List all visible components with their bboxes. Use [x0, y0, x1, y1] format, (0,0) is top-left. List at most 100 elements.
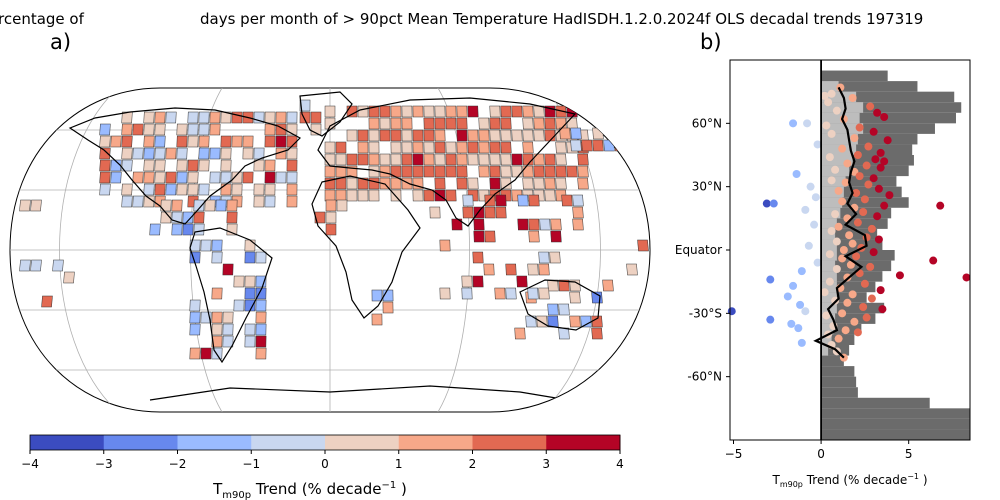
map-grid-cell: [19, 199, 31, 212]
zonal-scatter-point: [832, 106, 841, 115]
map-grid-cell: [423, 165, 435, 178]
zonal-scatter-point: [880, 157, 889, 166]
zonal-ytick-label: Equator: [675, 243, 722, 257]
map-grid-cell: [483, 263, 495, 276]
map-grid-cell: [445, 153, 457, 166]
map-grid-cell: [220, 147, 232, 160]
map-grid-cell: [602, 279, 614, 292]
zonal-scatter-point: [804, 241, 813, 250]
map-grid-cell: [154, 135, 166, 148]
map-grid-cell: [346, 189, 358, 202]
map-grid-cell: [187, 183, 199, 196]
zonal-scatter-point: [885, 191, 894, 200]
map-grid-cell: [226, 211, 238, 224]
zonal-scatter-point: [813, 140, 822, 149]
map-grid-cell: [592, 139, 604, 152]
map-grid-cell: [121, 183, 133, 196]
map-grid-cell: [500, 165, 512, 178]
map-grid-cell: [559, 127, 571, 140]
map-grid-cell: [198, 147, 210, 160]
panel-label-a: a): [50, 30, 72, 54]
zonal-scatter-point: [860, 279, 869, 288]
zonal-scatter-point: [806, 182, 815, 191]
map-grid-cell: [171, 199, 183, 212]
map-grid-cell: [357, 129, 369, 142]
map-grid-cell: [198, 183, 210, 196]
map-grid-cell: [30, 199, 42, 212]
colorbar-tick-label: 0: [321, 457, 329, 471]
panel-label-b: b): [700, 30, 722, 54]
zonal-count-bar-dark: [821, 302, 885, 314]
colorbar-tick-label: 2: [469, 457, 477, 471]
map-grid-cell: [357, 177, 369, 190]
zonal-scatter-point: [874, 235, 883, 244]
zonal-scatter-point: [869, 248, 878, 257]
map-grid-cell: [473, 230, 485, 243]
colorbar-tick-label: −3: [95, 457, 113, 471]
map-grid-cell: [209, 147, 221, 160]
map-grid-cell: [200, 239, 212, 252]
map-grid-cell: [555, 177, 567, 190]
map-grid-cell: [121, 195, 133, 208]
map-grid-cell: [143, 183, 155, 196]
zonal-scatter-point: [869, 127, 878, 136]
map-grid-cell: [222, 311, 234, 324]
zonal-scatter-point: [859, 303, 868, 311]
map-grid-cell: [577, 177, 589, 190]
map-grid-cell: [379, 129, 391, 142]
zonal-scatter-point: [936, 201, 945, 210]
map-grid-cell: [527, 263, 539, 276]
map-grid-cell: [255, 323, 267, 336]
map-grid-cell: [193, 199, 205, 212]
map-grid-cell: [489, 153, 501, 166]
map-grid-cell: [549, 251, 561, 264]
map-grid-cell: [434, 153, 446, 166]
zonal-scatter-point: [727, 307, 736, 316]
zonal-scatter-point: [862, 161, 871, 170]
zonal-ytick-label: -60°N: [687, 370, 722, 384]
map-grid-cell: [19, 259, 31, 272]
map-grid-cell: [357, 189, 369, 202]
map-grid-cell: [242, 135, 254, 148]
map-grid-cell: [324, 105, 336, 118]
zonal-count-bar-dark: [821, 387, 858, 398]
zonal-scatter-point: [855, 123, 864, 132]
map-grid-cell: [132, 147, 144, 160]
map-grid-cell: [401, 129, 413, 142]
map-grid-cell: [478, 141, 490, 154]
zonal-scatter-point: [834, 186, 843, 195]
map-grid-cell: [222, 335, 234, 348]
map-grid-cell: [189, 239, 201, 252]
map-grid-cell: [121, 147, 133, 160]
map-grid-cell: [132, 171, 144, 184]
map-grid-cell: [264, 111, 276, 124]
map-grid-cell: [434, 117, 446, 130]
map-grid-cell: [189, 323, 201, 336]
zonal-scatter-point: [848, 94, 857, 102]
zonal-scatter-point: [787, 319, 796, 328]
map-grid-cell: [286, 183, 298, 196]
map-grid-cell: [379, 117, 391, 130]
zonal-count-bar-dark: [821, 355, 844, 367]
map-grid-cell: [220, 135, 232, 148]
map-grid-cell: [189, 299, 201, 312]
map-grid-cell: [538, 251, 550, 264]
zonal-scatter-point: [825, 277, 834, 286]
zonal-scatter-point: [827, 89, 836, 98]
map-grid-cell: [390, 153, 402, 166]
map-grid-cell: [495, 206, 507, 219]
zonal-scatter-point: [848, 239, 857, 248]
zonal-count-bar-dark: [821, 281, 876, 293]
colorbar-label: Tm90p Trend (% decade−1 ): [212, 480, 407, 500]
map-grid-cell: [473, 218, 485, 231]
map-grid-cell: [189, 347, 201, 360]
zonal-scatter-point: [871, 155, 880, 164]
map-grid-cell: [528, 218, 540, 231]
map-grid-cell: [99, 147, 111, 160]
zonal-scatter-point: [789, 281, 798, 290]
map-grid-cell: [544, 189, 556, 202]
map-grid-cell: [500, 117, 512, 130]
map-grid-cell: [456, 153, 468, 166]
zonal-scatter-point: [853, 328, 862, 337]
map-grid-cell: [211, 287, 223, 300]
